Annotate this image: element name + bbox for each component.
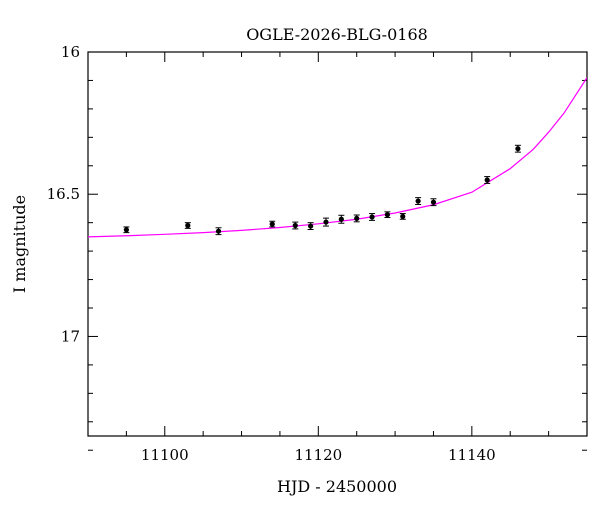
data-point: [308, 223, 314, 229]
data-point: [269, 221, 275, 227]
data-point: [354, 215, 360, 221]
y-tick-label: 16: [61, 43, 80, 61]
data-point: [292, 222, 298, 229]
data-point: [430, 199, 437, 205]
x-tick-label: 11140: [448, 446, 496, 464]
data-point: [185, 222, 191, 229]
y-tick-label: 16.5: [47, 185, 80, 203]
data-point: [369, 214, 375, 220]
x-axis-title: HJD - 2450000: [277, 477, 397, 496]
plot-frame: [87, 51, 588, 437]
model-curve-layer: [88, 77, 587, 238]
data-point: [515, 146, 521, 152]
data-point: [384, 212, 390, 218]
data-points-layer: [123, 144, 521, 236]
axis-tick-labels: 11100 11120 11140 16 16.5 17: [47, 43, 496, 464]
y-axis-title: I magnitude: [10, 195, 29, 293]
x-tick-label: 11100: [141, 446, 189, 464]
data-point: [338, 216, 344, 222]
data-point: [323, 219, 329, 225]
axis-ticks: [87, 51, 588, 451]
model-curve: [88, 77, 587, 238]
data-point: [415, 198, 421, 204]
chart-title: OGLE-2026-BLG-0168: [246, 25, 428, 44]
data-point: [215, 228, 222, 234]
data-point: [484, 177, 490, 183]
x-tick-label: 11120: [294, 446, 342, 464]
data-point: [123, 227, 129, 233]
data-point: [400, 213, 406, 220]
y-tick-label: 17: [61, 327, 80, 345]
